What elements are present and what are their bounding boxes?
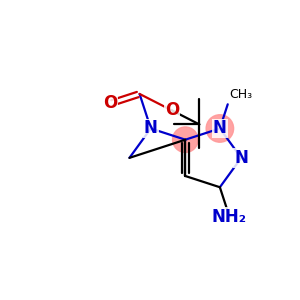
Text: N: N — [213, 119, 227, 137]
Text: N: N — [234, 149, 248, 167]
Text: N: N — [144, 119, 158, 137]
Text: NH₂: NH₂ — [212, 208, 247, 226]
Circle shape — [206, 115, 234, 142]
Text: O: O — [103, 94, 117, 112]
Text: CH₃: CH₃ — [230, 88, 253, 101]
Text: O: O — [165, 101, 179, 119]
Circle shape — [172, 127, 198, 152]
